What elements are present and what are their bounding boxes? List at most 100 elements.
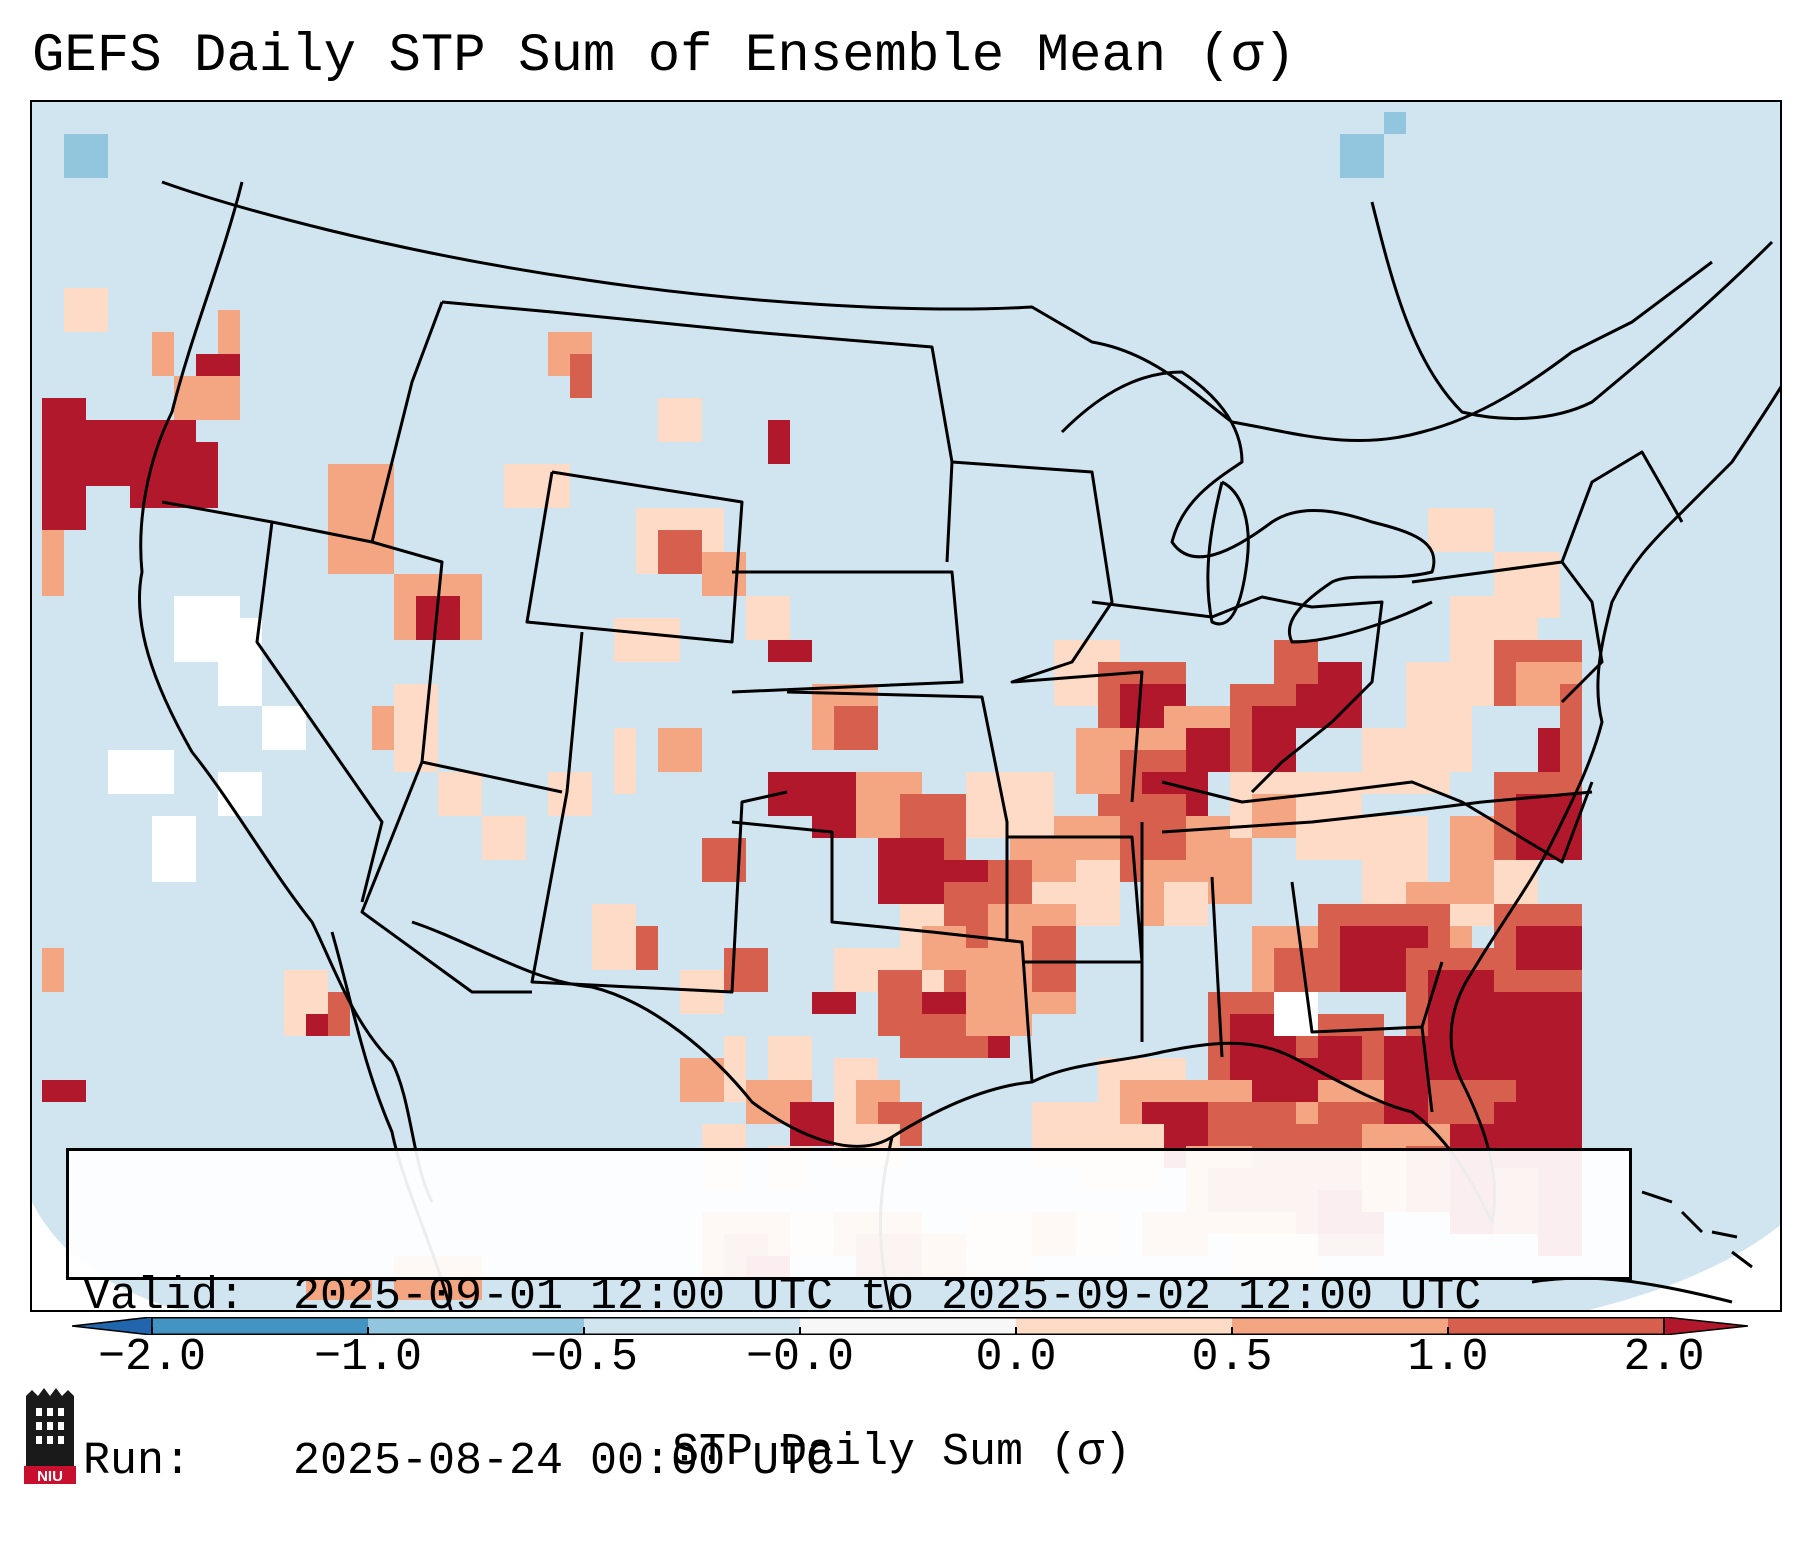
anomaly-cell [724,948,768,992]
state-ks-ok [786,690,1009,942]
anomaly-cell [1560,684,1582,772]
state-appalachians [1161,780,1594,864]
anomaly-cell [42,948,64,992]
niu-logo: NIU [24,1388,76,1485]
colorbar-tick-labels: −2.0 −1.0 −0.5 −0.0 0.0 0.5 1.0 2.0 [0,1330,1803,1390]
anomaly-cell [658,728,702,772]
logo-text: NIU [37,1468,63,1485]
anomaly-cell [658,530,702,574]
anomaly-cell [328,992,350,1036]
state-co-nm [530,631,788,994]
tick-label: −0.5 [529,1332,639,1383]
state-southeast [1140,822,1444,1113]
state-ohio-valley [1091,595,1384,794]
stp-map [32,102,1780,1310]
colorbar-tick-marks [151,1327,1665,1335]
colorbar-bin-4 [800,1317,1016,1335]
anomaly-cell [218,662,262,706]
anomaly-cell [174,618,262,662]
anomaly-cell [1384,112,1406,134]
anomaly-cell [42,398,86,530]
anomaly-cell [1450,816,1494,904]
anomaly-cell [746,596,790,640]
run-time: 2025-08-24 00:00 UTC [293,1436,834,1487]
anomaly-cell [306,1014,328,1036]
anomaly-cell [86,420,130,486]
anomaly-cell [1494,552,1560,618]
anomaly-cell [834,706,878,750]
colorbar-bin-1 [152,1317,368,1335]
valid-label: Valid: [83,1271,246,1322]
anomaly-cell [1274,640,1318,684]
anomaly-cell [812,992,856,1014]
anomaly-cell [64,134,108,178]
anomaly-cell [482,816,526,860]
anomaly-cell [438,772,482,816]
valid-time-range: 2025-09-01 12:00 UTC to 2025-09-02 12:00… [293,1271,1482,1322]
pacific-coast [138,181,434,1203]
anomaly-cell [306,1278,372,1300]
anomaly-cell [262,706,306,750]
anomaly-cell [724,1036,746,1102]
state-tx [731,820,1034,1083]
colorbar-bin-2 [368,1317,584,1335]
anomaly-cell [1516,926,1582,970]
great-lakes [1060,370,1436,644]
tick-label: −0.0 [745,1332,855,1383]
anomaly-cell [152,816,196,882]
tick-label: 0.5 [1191,1332,1273,1383]
anomaly-cell [768,640,812,662]
anomaly-cell [152,332,174,376]
colorbar-bin-7 [1448,1317,1664,1335]
state-ar-la [1007,835,1144,964]
tick-label: −1.0 [313,1332,423,1383]
anomaly-cell [42,530,64,596]
tick-label: 0.0 [975,1332,1057,1383]
colorbar-bin-5 [1016,1317,1232,1335]
projection-edge-right [1588,1225,1780,1310]
map-panel[interactable] [30,100,1782,1312]
anomaly-cell [966,772,1054,838]
hudson-bay-shore [1370,201,1774,421]
anomaly-cell [988,860,1032,904]
anomaly-cell [1252,706,1296,772]
gulf-coast [891,971,1497,1224]
anomaly-cell [64,288,108,332]
tick-label: 1.0 [1407,1332,1489,1383]
anomaly-cell [372,706,394,750]
anomaly-cell [812,816,856,838]
anomaly-cell [768,1036,812,1080]
anomaly-cell [174,442,218,508]
tick-label: −2.0 [97,1332,207,1383]
anomaly-cell [174,376,240,420]
colorbar-label: STP Daily Sum (σ) [671,1427,1132,1478]
anomaly-cell [42,1080,86,1102]
canada-us-border [161,180,1713,443]
state-wy-co [525,470,744,644]
anomaly-cell [548,772,592,816]
anomaly-cell [658,398,702,442]
state-id-mt [370,301,444,543]
anomaly-cell [592,904,636,970]
atlantic-coast [1470,385,1780,973]
validity-info-box: Valid: 2025-09-01 12:00 UTC to 2025-09-02… [66,1148,1632,1487]
map-title: GEFS Daily STP Sum of Ensemble Mean (σ) [32,26,1296,87]
state-mt-wy-dakotas [441,300,954,563]
anomaly-cell [790,1102,834,1146]
anomaly-cell [328,464,394,574]
anomaly-cell [174,596,240,618]
anomaly-cell [1032,926,1076,992]
state-az-nm [360,761,532,994]
anomaly-cell [768,420,790,464]
state-tn-ky [1161,790,1593,834]
state-midwest [951,460,1144,803]
tick-label: 2.0 [1623,1332,1705,1383]
anomaly-cell [394,684,438,772]
anomaly-cell [1296,772,1362,860]
colorbar-bin-3 [584,1317,800,1335]
anomaly-cell [614,728,636,794]
anomaly-cell [636,926,658,970]
anomaly-cell [680,1058,724,1102]
anomaly-cell [1076,860,1120,926]
mexico-border [411,920,893,1148]
